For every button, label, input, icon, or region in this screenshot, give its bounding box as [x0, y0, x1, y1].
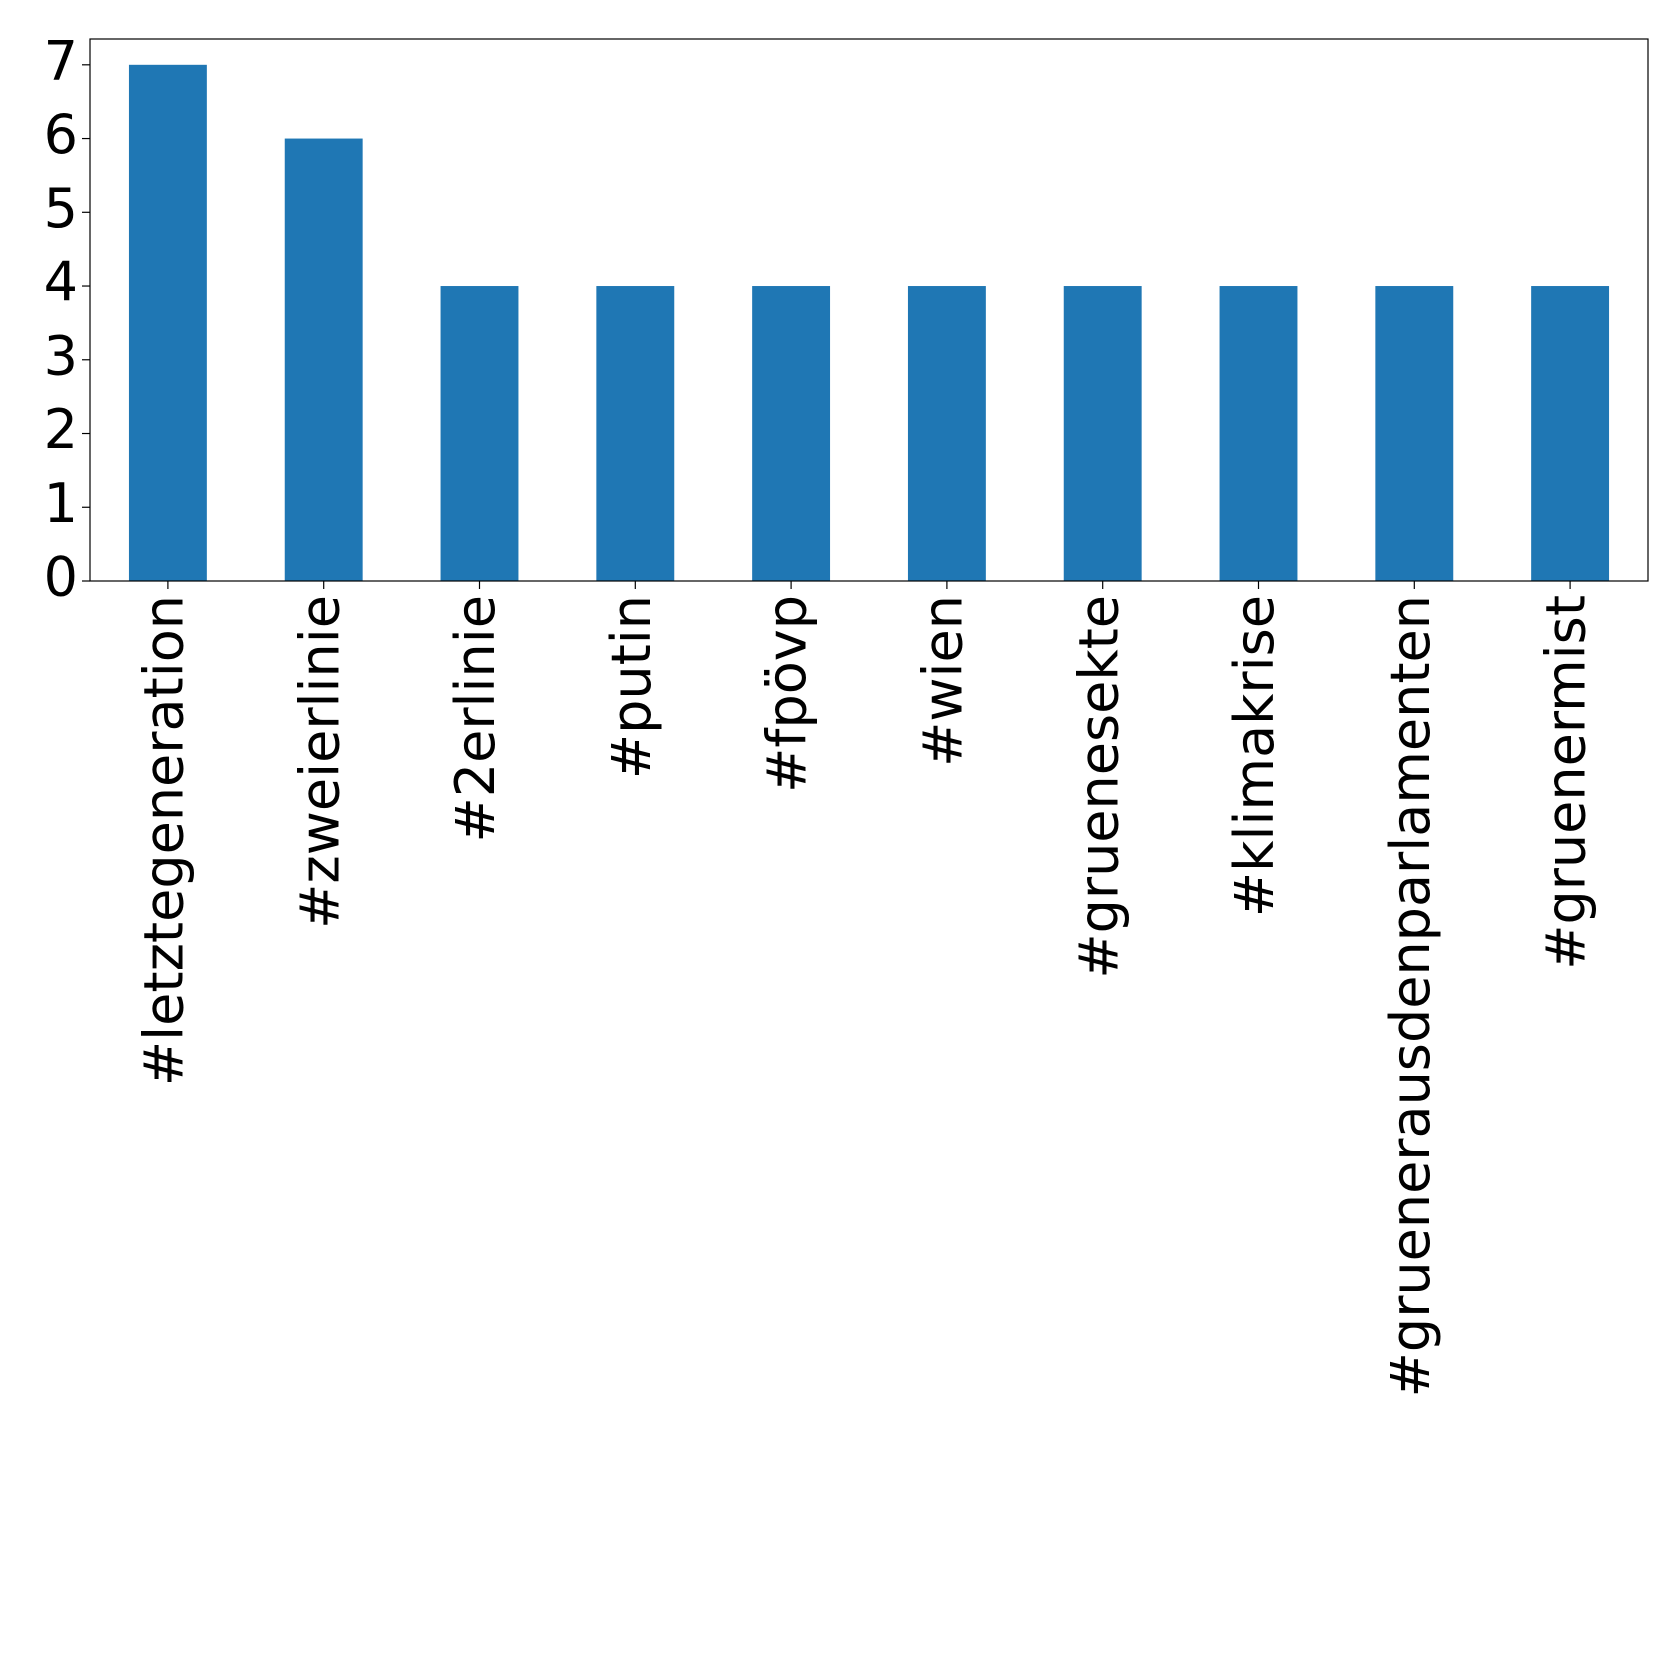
bar: [1375, 286, 1454, 581]
bar: [128, 64, 207, 582]
y-tick-label: 0: [44, 546, 78, 609]
plot-frame: [89, 38, 1649, 582]
x-tick-label: #putin: [600, 595, 663, 779]
bar: [440, 286, 519, 581]
bar: [284, 138, 363, 581]
y-tick-label: 5: [44, 177, 78, 240]
y-tick-label: 2: [44, 398, 78, 461]
bar: [596, 286, 675, 581]
x-tick-label: #letztegeneration: [133, 595, 196, 1086]
bar: [1531, 286, 1610, 581]
x-tick-label: #zweierlinie: [288, 595, 351, 929]
y-tick-label: 3: [44, 324, 78, 387]
bar: [1219, 286, 1298, 581]
bar: [752, 286, 831, 581]
x-tick-label: #grueneraus­denparlamenten: [1379, 595, 1442, 1397]
x-tick-label: #klimakrise: [1223, 595, 1286, 917]
x-tick-label: #gruenermist: [1535, 595, 1598, 970]
x-tick-label: #2erlinie: [444, 595, 507, 842]
y-tick-label: 6: [44, 103, 78, 166]
y-tick-label: 7: [44, 29, 78, 92]
x-tick-label: #fpövp: [756, 595, 819, 793]
y-tick-label: 4: [44, 251, 78, 314]
bar: [1063, 286, 1142, 581]
y-tick-label: 1: [44, 472, 78, 535]
bar: [907, 286, 986, 581]
x-tick-label: #gruenesekte: [1067, 595, 1130, 979]
x-tick-label: #wien: [912, 595, 975, 767]
